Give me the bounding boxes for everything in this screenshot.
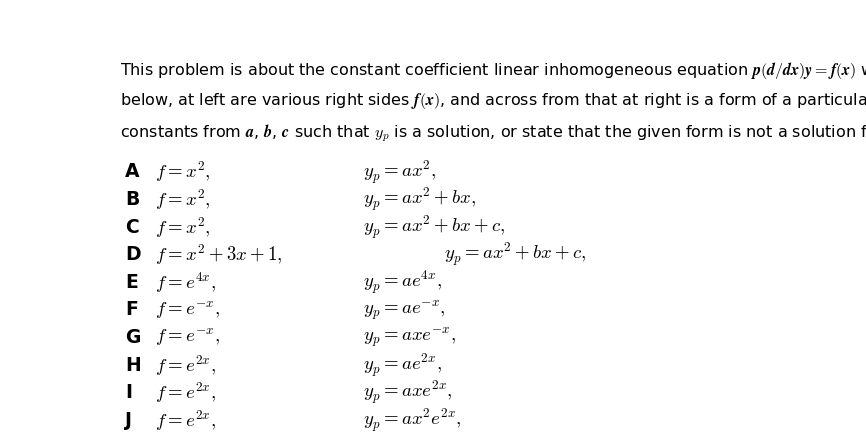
Text: $y_p = ae^{4x},$: $y_p = ae^{4x},$	[364, 269, 443, 296]
Text: below, at left are various right sides $\boldsymbol{f(x)}$, and across from that: below, at left are various right sides $…	[120, 91, 866, 112]
Text: constants from $\boldsymbol{a}$, $\boldsymbol{b}$, $\boldsymbol{c}$ such that $\: constants from $\boldsymbol{a}$, $\bolds…	[120, 122, 866, 144]
Text: $y_p = axe^{-x},$: $y_p = axe^{-x},$	[364, 326, 456, 350]
Text: A: A	[125, 163, 139, 181]
Text: $f = x^2,$: $f = x^2,$	[155, 187, 211, 212]
Text: F: F	[125, 300, 138, 319]
Text: $y_p = axe^{2x},$: $y_p = axe^{2x},$	[364, 379, 453, 406]
Text: $y_p = ax^2,$: $y_p = ax^2,$	[364, 158, 436, 186]
Text: $f = x^2 + 3x + 1,$: $f = x^2 + 3x + 1,$	[155, 242, 283, 267]
Text: $f = e^{2x},$: $f = e^{2x},$	[155, 353, 216, 378]
Text: $y_p = ax^2 + bx + c,$: $y_p = ax^2 + bx + c,$	[364, 213, 506, 241]
Text: $y_p = ax^2 + bx,$: $y_p = ax^2 + bx,$	[364, 186, 476, 213]
Text: G: G	[125, 328, 140, 347]
Text: B: B	[125, 190, 139, 209]
Text: $y_p = ae^{2x},$: $y_p = ae^{2x},$	[364, 351, 443, 379]
Text: J: J	[125, 411, 132, 430]
Text: This problem is about the constant coefficient linear inhomogeneous equation $\b: This problem is about the constant coeff…	[120, 60, 866, 82]
Text: H: H	[125, 356, 141, 375]
Text: C: C	[125, 218, 139, 236]
Text: I: I	[125, 383, 132, 402]
Text: $f = e^{-x},$: $f = e^{-x},$	[155, 327, 220, 348]
Text: $f = e^{2x},$: $f = e^{2x},$	[155, 408, 216, 433]
Text: $y_p = ax^2 + bx + c,$: $y_p = ax^2 + bx + c,$	[443, 241, 586, 268]
Text: $y_p = ax^2e^{2x},$: $y_p = ax^2e^{2x},$	[364, 406, 462, 434]
Text: $f = e^{4x},$: $f = e^{4x},$	[155, 270, 216, 295]
Text: $f = x^2,$: $f = x^2,$	[155, 160, 211, 184]
Text: $f = e^{-x},$: $f = e^{-x},$	[155, 299, 220, 321]
Text: $f = e^{2x},$: $f = e^{2x},$	[155, 380, 216, 405]
Text: $y_p = ae^{-x},$: $y_p = ae^{-x},$	[364, 298, 446, 322]
Text: D: D	[125, 245, 140, 264]
Text: E: E	[125, 273, 138, 292]
Text: $f = x^2,$: $f = x^2,$	[155, 215, 211, 239]
